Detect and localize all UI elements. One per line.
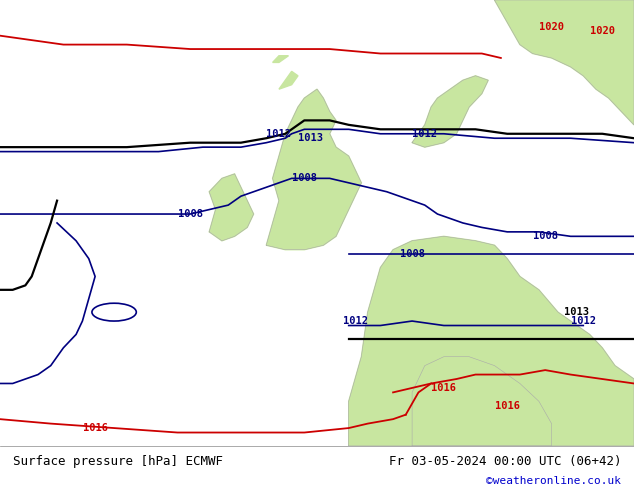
Text: 1012: 1012 — [266, 129, 292, 139]
Text: 1012: 1012 — [342, 316, 368, 326]
Text: 1012: 1012 — [412, 129, 437, 139]
Polygon shape — [412, 76, 488, 147]
Polygon shape — [495, 0, 634, 125]
Text: 1008: 1008 — [399, 249, 425, 259]
Text: 1020: 1020 — [590, 26, 615, 36]
Polygon shape — [412, 357, 552, 446]
Text: 1020: 1020 — [539, 22, 564, 32]
Text: 1008: 1008 — [533, 231, 558, 242]
Polygon shape — [279, 72, 298, 89]
Text: 1016: 1016 — [495, 401, 520, 411]
Polygon shape — [266, 89, 361, 250]
Text: 1013: 1013 — [564, 307, 590, 317]
Polygon shape — [209, 174, 254, 241]
Text: 1016: 1016 — [431, 383, 456, 393]
Polygon shape — [349, 236, 634, 446]
Text: 1008: 1008 — [292, 173, 317, 183]
Text: 1012: 1012 — [571, 316, 596, 326]
Text: Surface pressure [hPa] ECMWF: Surface pressure [hPa] ECMWF — [13, 455, 223, 468]
Text: 1013: 1013 — [298, 133, 323, 143]
Text: 1008: 1008 — [178, 209, 203, 219]
Text: ©weatheronline.co.uk: ©weatheronline.co.uk — [486, 476, 621, 486]
Polygon shape — [273, 56, 288, 62]
Text: Fr 03-05-2024 00:00 UTC (06+42): Fr 03-05-2024 00:00 UTC (06+42) — [389, 455, 621, 468]
Text: 1016: 1016 — [82, 423, 108, 433]
